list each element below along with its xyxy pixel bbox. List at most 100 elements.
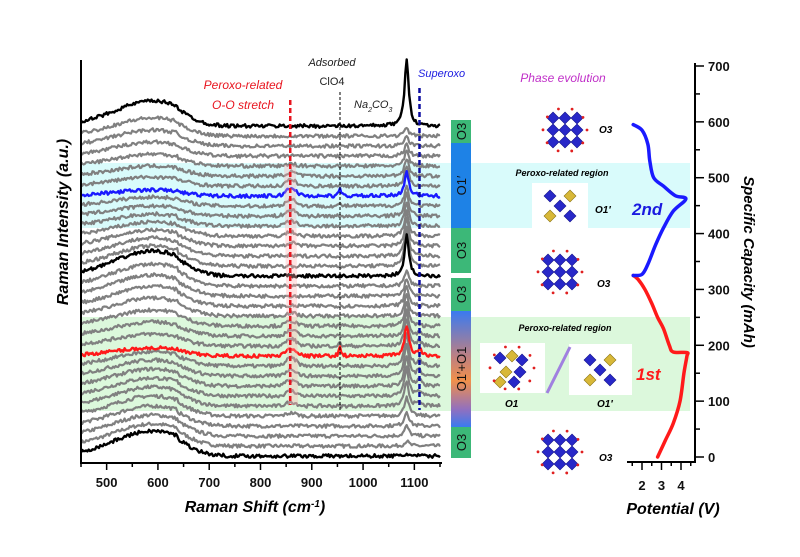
- spectrum-trace-gray: [80, 380, 441, 409]
- oxygen-atom: [570, 107, 574, 111]
- octahedron: [541, 433, 555, 447]
- octahedron: [565, 445, 579, 459]
- spectrum-trace-gray: [80, 403, 441, 429]
- crystal-structure-o1p: [569, 344, 632, 395]
- oxygen-atom: [581, 141, 585, 145]
- octahedron: [570, 123, 584, 137]
- spectrum-trace-gray: [80, 209, 441, 239]
- oxygen-atom: [565, 429, 569, 433]
- oxygen-atom: [570, 149, 574, 153]
- tetrahedron: [563, 189, 577, 203]
- oxygen-atom: [557, 107, 560, 111]
- spectrum-trace-red: [80, 325, 441, 359]
- oxygen-atom: [492, 379, 496, 383]
- phase-bar: O3 O1′ O3 O3 O1′+O1 O3: [451, 120, 471, 458]
- oxygen-atom: [517, 387, 521, 391]
- spectrum-trace-gray: [80, 225, 441, 259]
- tetrahedron: [505, 349, 519, 363]
- phase-segment-label: O3: [454, 123, 469, 140]
- octahedron: [553, 253, 567, 267]
- phase-segment: [451, 120, 471, 143]
- y-tick-label: 300: [708, 282, 730, 297]
- x-tick-label: 3: [658, 478, 665, 493]
- crystal-structure-o3: [536, 429, 584, 475]
- spectrum-trace-blue: [80, 170, 441, 199]
- tetrahedron: [493, 375, 507, 389]
- y-tick-label: 0: [708, 450, 715, 465]
- octahedron: [553, 277, 567, 291]
- octahedron: [563, 209, 577, 223]
- cycle-label-1st: 1st: [636, 365, 662, 384]
- y-tick-label: 100: [708, 394, 730, 409]
- octahedron: [565, 457, 579, 471]
- oxygen-atom: [545, 115, 549, 119]
- y-tick-label: 500: [708, 171, 730, 186]
- capacity-curve-1st: [631, 273, 690, 459]
- oxygen-atom: [541, 128, 545, 132]
- oxygen-atom: [536, 270, 540, 274]
- spectrum-trace-gray: [80, 272, 441, 299]
- spectrum-trace-gray: [80, 229, 441, 269]
- x-tick-label: 4: [677, 478, 685, 493]
- x-tick-label: 600: [147, 475, 169, 490]
- structure-label-o1: O1: [505, 399, 519, 410]
- octahedron: [565, 265, 579, 279]
- structure-label-o1prime-bottom: O1′: [597, 399, 613, 410]
- oxygen-atom: [503, 387, 507, 391]
- tetrahedron: [583, 373, 597, 387]
- spectrum-trace-gray: [80, 261, 441, 289]
- annotation-superoxo: Superoxo: [418, 68, 465, 80]
- raman-plot: 500 600 700 800 900 1000 1100 Raman Shift (cm-…: [55, 57, 465, 516]
- y-tick-label: 600: [708, 115, 730, 130]
- annotation-peroxo-1: Peroxo-related: [204, 78, 283, 92]
- octahedron: [558, 135, 572, 149]
- phase-segment-label: O3: [454, 434, 469, 451]
- octahedron: [565, 277, 579, 291]
- phase-segment-label: O3: [454, 242, 469, 259]
- octahedron: [570, 135, 584, 149]
- octahedron: [515, 353, 529, 367]
- octahedron: [558, 123, 572, 137]
- oxygen-atom: [492, 353, 496, 357]
- phase-segment-label: O3: [454, 286, 469, 303]
- oxygen-atom: [556, 149, 560, 153]
- oxygen-atom: [551, 291, 555, 295]
- octahedron: [593, 363, 607, 377]
- spectrum-trace-gray: [79, 421, 441, 449]
- x-tick-label: 900: [301, 475, 323, 490]
- spectrum-trace-gray: [80, 308, 441, 339]
- octahedron: [570, 111, 584, 125]
- tetrahedron: [543, 209, 557, 223]
- spectrum-trace-gray: [80, 283, 441, 309]
- octahedron: [553, 433, 567, 447]
- oxygen-atom: [580, 270, 584, 274]
- phase-segment: [451, 278, 471, 311]
- structure-label-o1prime-top: O1′: [595, 205, 611, 216]
- y-tick-label: 200: [708, 338, 730, 353]
- oxygen-atom: [540, 463, 544, 467]
- annotation-adsorbed-1: Adsorbed: [307, 57, 356, 69]
- spectrum-trace-gray: [80, 332, 441, 369]
- oxygen-atom: [552, 249, 555, 253]
- x-tick-label: 700: [198, 475, 220, 490]
- crystal-structure-o3: [536, 249, 584, 295]
- oxygen-atom: [565, 471, 569, 475]
- phase-segment: [451, 311, 471, 427]
- octahedron: [513, 365, 527, 379]
- oxygen-atom: [580, 450, 584, 454]
- octahedron: [553, 457, 567, 471]
- oxygen-atom: [576, 283, 580, 287]
- structure-label-o3-mid: O3: [597, 279, 611, 290]
- oxygen-atom: [576, 437, 580, 441]
- spectrum-trace-gray: [80, 149, 441, 169]
- oxygen-atom: [540, 437, 544, 441]
- spectrum-trace-gray: [80, 139, 441, 159]
- structure-label-o3-bottom: O3: [599, 453, 613, 464]
- region-label-bottom: Peroxo-related region: [518, 323, 612, 333]
- oxygen-atom: [536, 450, 540, 454]
- octahedron: [493, 351, 507, 365]
- oxygen-atom: [565, 291, 569, 295]
- raman-y-label: Raman Intensity (a.u.): [55, 139, 72, 305]
- spectrum-trace-gray: [80, 318, 440, 349]
- annotation-peroxo-2: O-O stretch: [212, 98, 274, 112]
